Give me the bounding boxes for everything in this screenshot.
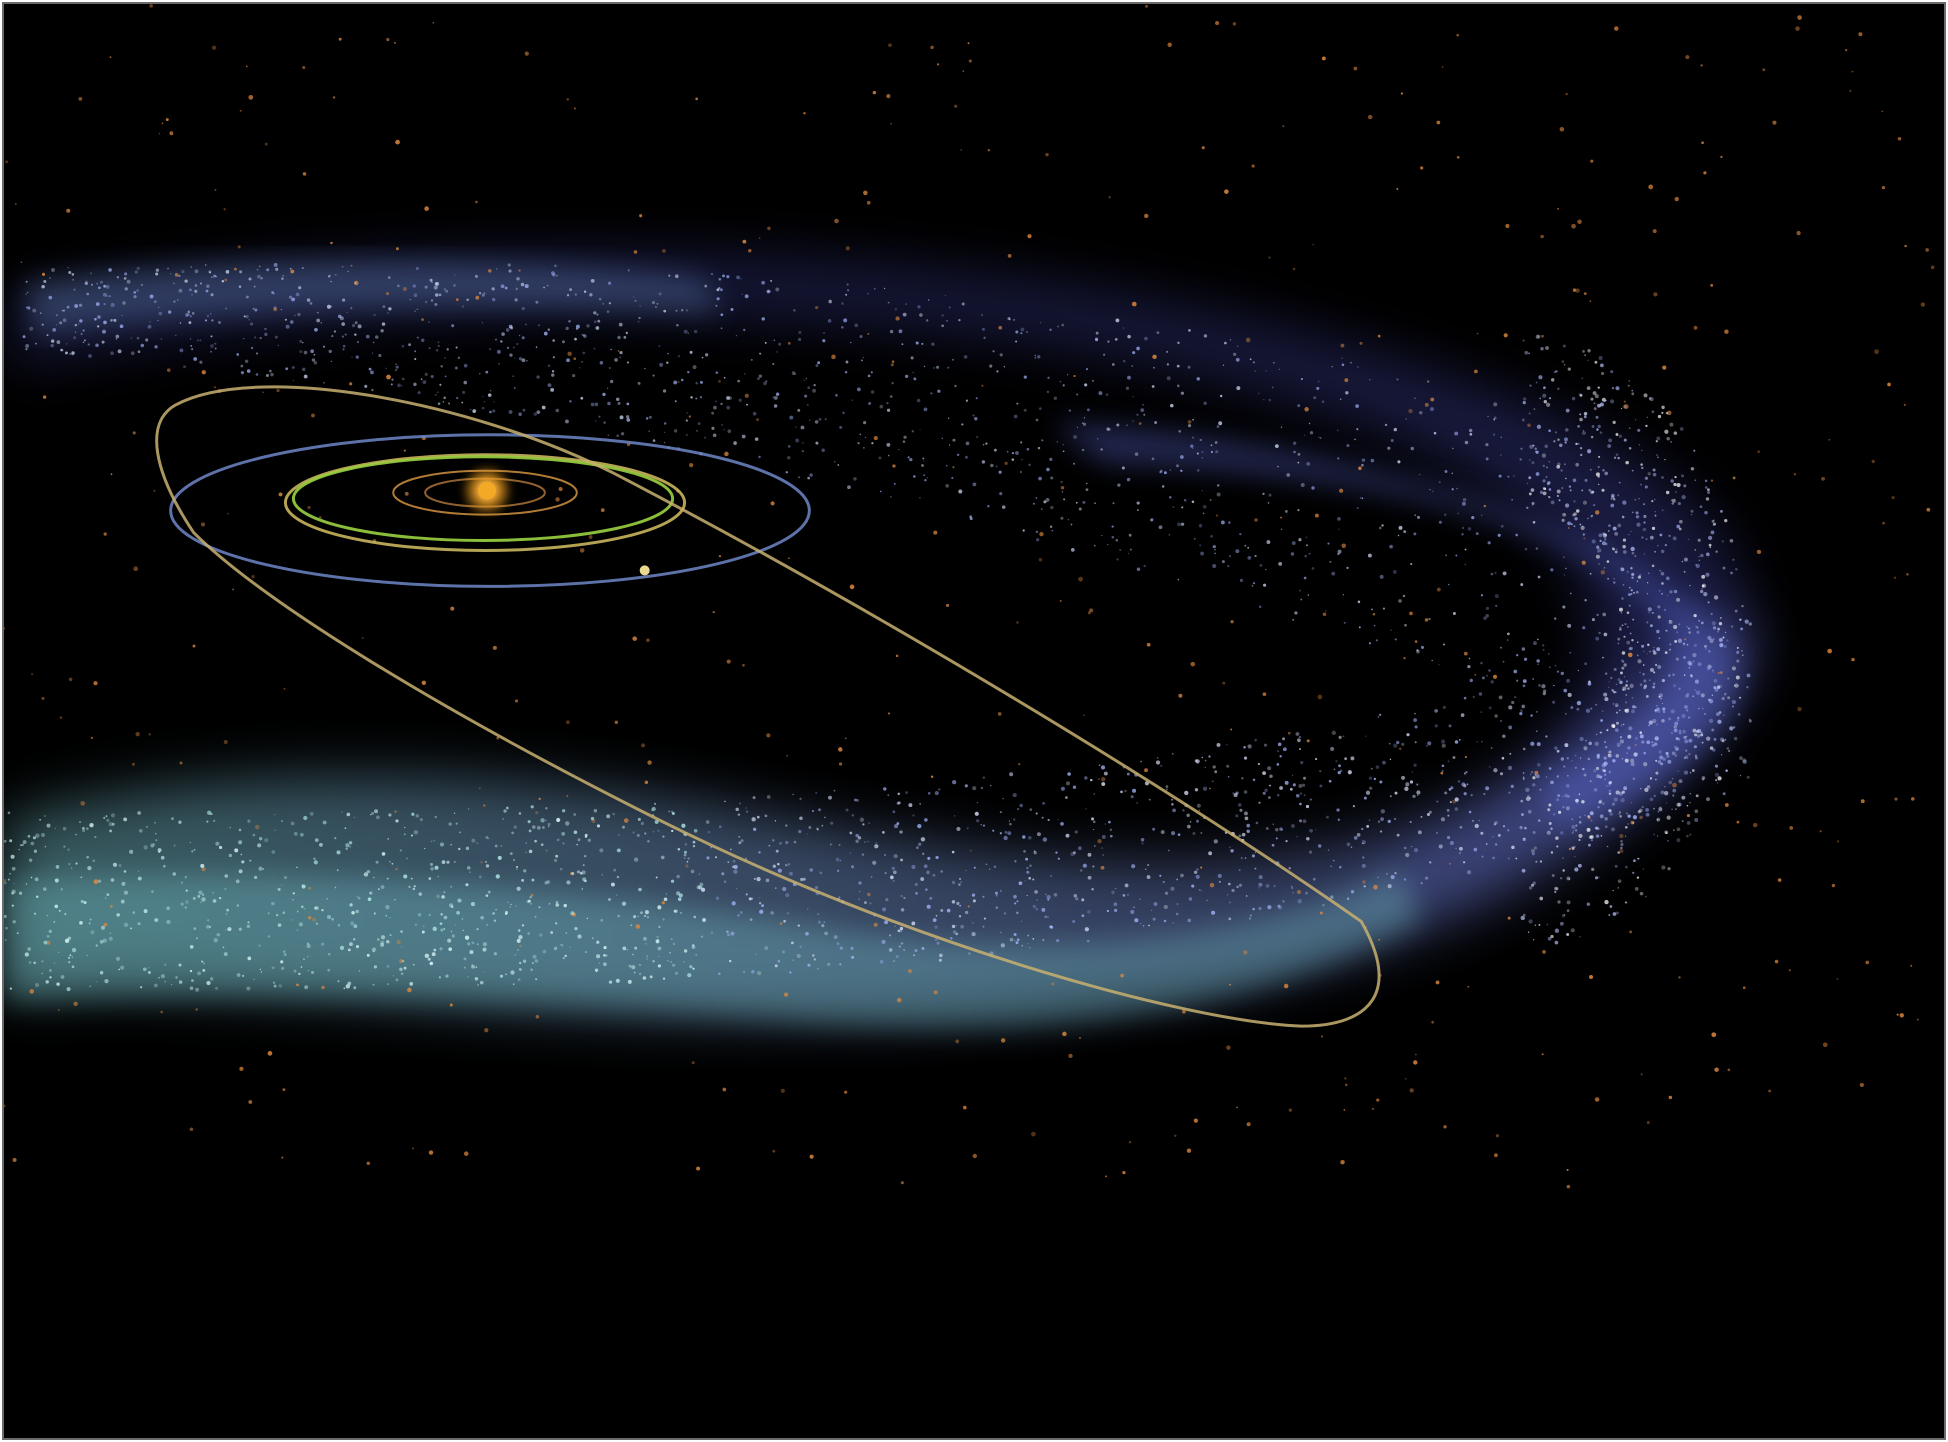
star-particle-field [4, 4, 1935, 1189]
outer-blue-orbit [169, 433, 811, 588]
planet-dot [639, 565, 650, 576]
sun [461, 464, 513, 517]
solar-system-illustration [4, 4, 1944, 1438]
yellow-orbit [283, 453, 687, 552]
orbit-lines [155, 385, 1381, 1028]
eccentric-orbit [155, 385, 1381, 1028]
green-orbit [291, 455, 675, 542]
